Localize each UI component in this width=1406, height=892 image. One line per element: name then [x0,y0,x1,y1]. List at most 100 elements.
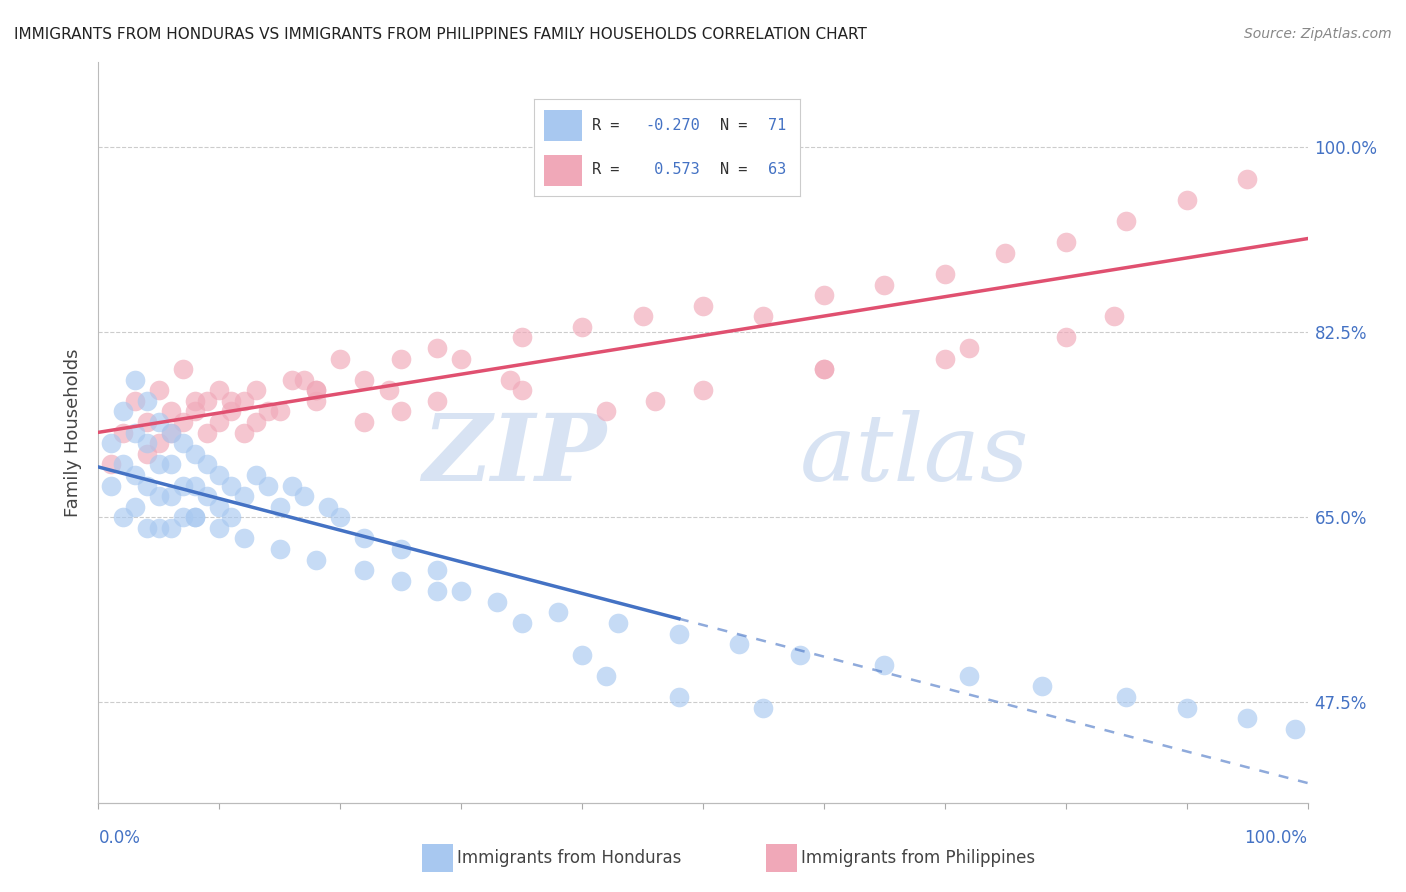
Point [124,425,146,440]
Point [148,458,170,472]
Point [221,404,243,418]
Point [208,500,231,514]
Point [148,489,170,503]
Point [124,467,146,482]
Point [292,373,315,387]
Point [813,362,835,376]
Point [124,373,146,387]
Point [221,478,243,492]
Point [135,415,157,429]
Point [595,404,617,418]
Point [256,478,278,492]
Point [232,393,254,408]
Point [752,700,775,714]
Point [450,584,472,599]
Point [111,510,134,524]
Point [450,351,472,366]
Point [148,384,170,398]
Point [426,341,449,355]
Point [100,478,122,492]
Point [148,521,170,535]
Point [172,415,194,429]
Point [668,690,690,704]
Point [208,415,231,429]
Point [305,384,328,398]
Point [486,595,509,609]
Point [221,510,243,524]
Point [245,415,267,429]
Point [329,351,352,366]
Point [498,373,520,387]
Point [269,541,291,556]
Point [692,384,714,398]
Text: ZIP: ZIP [422,409,606,500]
Point [631,310,654,324]
Point [184,393,207,408]
Point [148,436,170,450]
Point [389,351,412,366]
Point [1175,193,1198,207]
Point [426,563,449,577]
Point [668,626,690,640]
Point [160,425,183,440]
Text: 100.0%: 100.0% [1244,829,1308,847]
Point [256,404,278,418]
Point [510,330,533,344]
Point [1236,171,1258,186]
Point [329,510,352,524]
Point [1175,700,1198,714]
Point [172,478,194,492]
Point [934,351,956,366]
Point [353,563,375,577]
Point [184,510,207,524]
Point [426,393,449,408]
Point [1031,680,1053,694]
Point [994,245,1017,260]
Point [1102,310,1125,324]
Point [644,393,666,408]
Point [510,384,533,398]
Point [100,436,122,450]
Point [208,384,231,398]
Point [148,415,170,429]
Point [305,393,328,408]
Point [184,478,207,492]
Point [813,288,835,302]
Point [353,373,375,387]
Point [245,384,267,398]
Point [208,467,231,482]
Point [184,447,207,461]
Point [316,500,339,514]
Point [172,510,194,524]
Point [195,489,218,503]
Point [813,362,835,376]
Point [135,521,157,535]
Point [160,425,183,440]
Point [172,362,194,376]
Point [305,552,328,566]
Point [281,478,304,492]
Point [208,521,231,535]
Point [195,458,218,472]
Text: Immigrants from Honduras: Immigrants from Honduras [457,849,682,867]
Point [1054,330,1077,344]
Point [269,500,291,514]
Y-axis label: Family Households: Family Households [65,349,83,516]
Point [135,478,157,492]
Point [135,393,157,408]
Point [124,500,146,514]
Point [1236,711,1258,725]
Point [195,393,218,408]
Point [184,510,207,524]
Point [353,415,375,429]
Point [510,615,533,630]
Point [269,404,291,418]
Point [184,404,207,418]
Point [752,310,775,324]
Point [111,425,134,440]
Point [789,648,811,662]
Point [692,299,714,313]
Text: Immigrants from Philippines: Immigrants from Philippines [801,849,1036,867]
Point [728,637,751,651]
Point [232,532,254,546]
